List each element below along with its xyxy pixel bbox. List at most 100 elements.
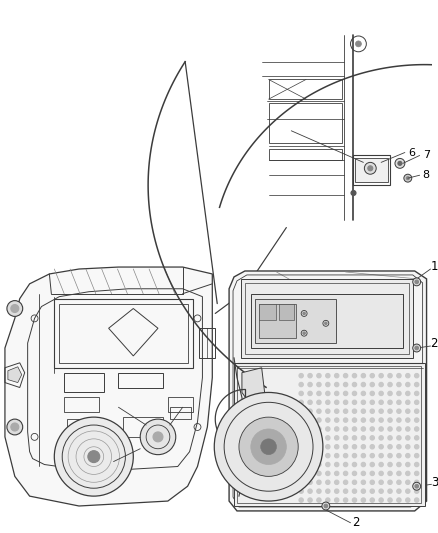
Circle shape bbox=[404, 174, 412, 182]
Polygon shape bbox=[356, 158, 388, 182]
Circle shape bbox=[388, 409, 392, 414]
Circle shape bbox=[361, 382, 366, 387]
Circle shape bbox=[379, 445, 383, 449]
Circle shape bbox=[370, 391, 374, 395]
Circle shape bbox=[299, 462, 304, 467]
Circle shape bbox=[370, 400, 374, 405]
Circle shape bbox=[370, 462, 374, 467]
Text: 6: 6 bbox=[408, 148, 415, 157]
Circle shape bbox=[343, 427, 348, 431]
Circle shape bbox=[317, 454, 321, 458]
Circle shape bbox=[414, 435, 419, 440]
Circle shape bbox=[299, 400, 304, 405]
Circle shape bbox=[368, 166, 373, 171]
Circle shape bbox=[303, 332, 305, 334]
Circle shape bbox=[413, 278, 420, 286]
Circle shape bbox=[414, 400, 419, 405]
Circle shape bbox=[388, 435, 392, 440]
Circle shape bbox=[88, 451, 100, 463]
Circle shape bbox=[397, 409, 401, 414]
Circle shape bbox=[317, 374, 321, 378]
Circle shape bbox=[361, 498, 366, 502]
Circle shape bbox=[7, 301, 23, 317]
Circle shape bbox=[317, 400, 321, 405]
Circle shape bbox=[317, 445, 321, 449]
Circle shape bbox=[406, 382, 410, 387]
Circle shape bbox=[406, 462, 410, 467]
Circle shape bbox=[343, 418, 348, 422]
Circle shape bbox=[7, 419, 23, 435]
Circle shape bbox=[308, 418, 312, 422]
Circle shape bbox=[325, 391, 330, 395]
Circle shape bbox=[388, 418, 392, 422]
Circle shape bbox=[299, 471, 304, 475]
Circle shape bbox=[415, 280, 418, 284]
Circle shape bbox=[370, 445, 374, 449]
Circle shape bbox=[397, 435, 401, 440]
Circle shape bbox=[308, 471, 312, 475]
Circle shape bbox=[317, 418, 321, 422]
Circle shape bbox=[415, 346, 418, 350]
Circle shape bbox=[335, 391, 339, 395]
Circle shape bbox=[335, 409, 339, 414]
Circle shape bbox=[140, 419, 176, 455]
Circle shape bbox=[352, 427, 357, 431]
Circle shape bbox=[397, 471, 401, 475]
Circle shape bbox=[352, 498, 357, 502]
Circle shape bbox=[308, 374, 312, 378]
Circle shape bbox=[406, 445, 410, 449]
Circle shape bbox=[406, 454, 410, 458]
Circle shape bbox=[352, 471, 357, 475]
Circle shape bbox=[352, 454, 357, 458]
Circle shape bbox=[251, 429, 286, 465]
Circle shape bbox=[325, 445, 330, 449]
Circle shape bbox=[414, 480, 419, 484]
Circle shape bbox=[414, 427, 419, 431]
Circle shape bbox=[406, 471, 410, 475]
Circle shape bbox=[54, 417, 133, 496]
Circle shape bbox=[335, 382, 339, 387]
Circle shape bbox=[361, 489, 366, 494]
Circle shape bbox=[370, 480, 374, 484]
Circle shape bbox=[299, 382, 304, 387]
Circle shape bbox=[388, 489, 392, 494]
Circle shape bbox=[414, 489, 419, 494]
Circle shape bbox=[343, 391, 348, 395]
Circle shape bbox=[308, 391, 312, 395]
Circle shape bbox=[397, 498, 401, 502]
Circle shape bbox=[335, 489, 339, 494]
Circle shape bbox=[343, 462, 348, 467]
Circle shape bbox=[406, 409, 410, 414]
Circle shape bbox=[317, 409, 321, 414]
Circle shape bbox=[397, 427, 401, 431]
Circle shape bbox=[261, 439, 276, 455]
Circle shape bbox=[388, 374, 392, 378]
Circle shape bbox=[317, 391, 321, 395]
Circle shape bbox=[335, 454, 339, 458]
Circle shape bbox=[414, 462, 419, 467]
Circle shape bbox=[324, 504, 328, 508]
Circle shape bbox=[388, 462, 392, 467]
Polygon shape bbox=[8, 367, 22, 383]
Polygon shape bbox=[242, 368, 265, 399]
Circle shape bbox=[352, 374, 357, 378]
Circle shape bbox=[299, 445, 304, 449]
Circle shape bbox=[335, 400, 339, 405]
Text: 3: 3 bbox=[431, 476, 438, 489]
Circle shape bbox=[343, 409, 348, 414]
Polygon shape bbox=[234, 363, 424, 506]
Circle shape bbox=[299, 409, 304, 414]
Circle shape bbox=[361, 471, 366, 475]
Circle shape bbox=[335, 435, 339, 440]
Circle shape bbox=[413, 482, 420, 490]
Circle shape bbox=[379, 435, 383, 440]
Circle shape bbox=[299, 427, 304, 431]
Circle shape bbox=[406, 489, 410, 494]
Circle shape bbox=[352, 400, 357, 405]
Circle shape bbox=[325, 374, 330, 378]
Circle shape bbox=[361, 409, 366, 414]
Circle shape bbox=[335, 462, 339, 467]
Circle shape bbox=[406, 391, 410, 395]
Circle shape bbox=[325, 418, 330, 422]
Circle shape bbox=[308, 409, 312, 414]
